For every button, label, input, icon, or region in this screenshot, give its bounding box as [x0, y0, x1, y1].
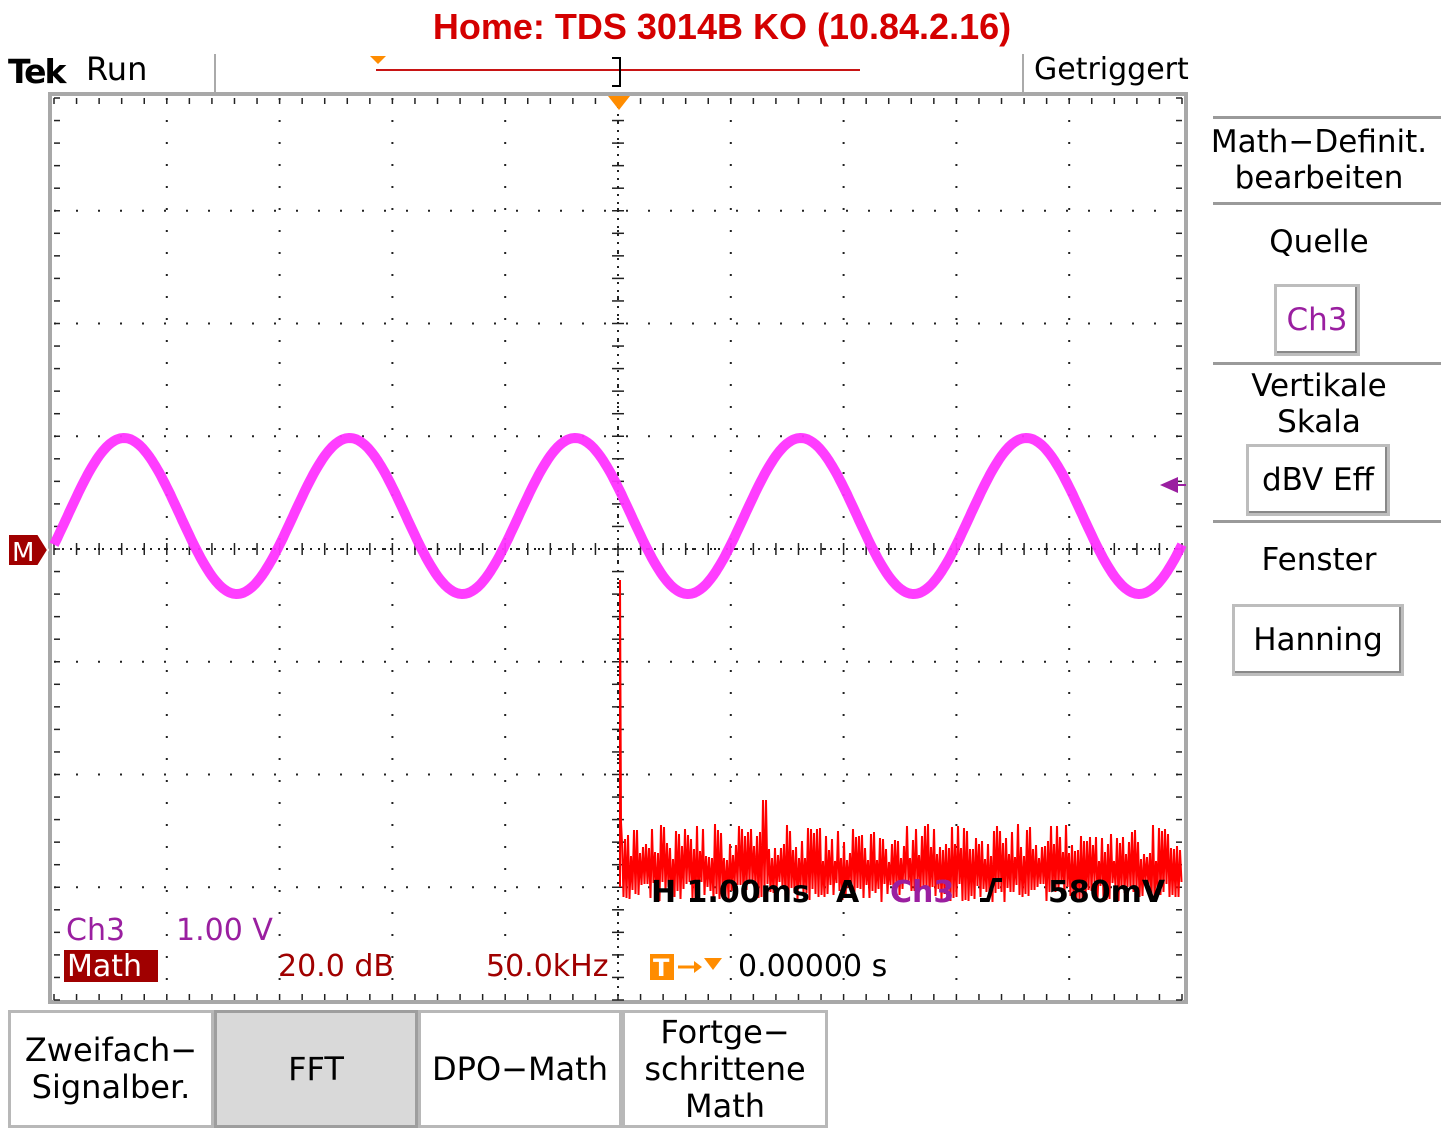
timebase-readout: H 1.00ms [651, 875, 810, 910]
math-scale: 20.0 dB [278, 949, 394, 984]
menu-divider [1213, 116, 1441, 119]
delay-arrow-head [694, 961, 702, 973]
bottom-menu: Zweifach− Signalber. FFT DPO−Math Fortge… [8, 1010, 830, 1132]
math-label-badge [64, 950, 158, 982]
dual-waveform-math-button[interactable]: Zweifach− Signalber. [8, 1010, 214, 1128]
trigger-t-letter: T [653, 954, 670, 982]
dpo-math-button[interactable]: DPO−Math [418, 1010, 622, 1128]
menu-heading-line1: Math−Definit. [1210, 124, 1428, 160]
scope-display[interactable]: H 1.00ms A Ch3 580mV Ch3 1.00 V Math 20.… [48, 92, 1188, 1006]
header-divider-left [214, 54, 216, 92]
menu-heading: Math−Definit. bearbeiten [1188, 124, 1444, 196]
trigger-level-readout: 580mV [1048, 875, 1166, 910]
screen-window-bracket [612, 57, 621, 87]
menu-divider [1213, 520, 1441, 523]
graticule-grid [53, 97, 1183, 1001]
ch3-label: Ch3 [66, 913, 125, 948]
source-button[interactable]: Ch3 [1274, 284, 1360, 356]
record-position-bar [370, 56, 860, 87]
trigger-source-readout: Ch3 [890, 875, 954, 910]
trigger-delay-readout: 0.00000 s [738, 949, 887, 984]
run-status: Run [86, 50, 148, 88]
math-reference-marker: M [7, 533, 50, 568]
side-menu: Math−Definit. bearbeiten Quelle Ch3 Vert… [1188, 110, 1444, 710]
advanced-math-button[interactable]: Fortge− schrittene Math [622, 1010, 828, 1128]
source-label: Quelle [1269, 224, 1369, 260]
trigger-position-marker [370, 56, 386, 64]
menu-divider [1213, 362, 1441, 365]
ch3-scale: 1.00 V [176, 913, 273, 948]
menu-heading-line2: bearbeiten [1234, 160, 1404, 196]
rising-edge-icon [980, 878, 1002, 902]
delay-trigger-marker-icon [704, 958, 722, 970]
tek-logo: Tek [8, 52, 66, 91]
vertical-scale-button[interactable]: dBV Eff [1246, 444, 1390, 516]
trigger-mode-readout: A [836, 875, 860, 910]
math-span: 50.0kHz [486, 949, 608, 984]
window-title: Home: TDS 3014B KO (10.84.2.16) [432, 6, 1012, 47]
trigger-status: Getriggert [1034, 52, 1189, 87]
window-label: Fenster [1261, 542, 1377, 578]
math-label: Math [67, 949, 142, 984]
header-divider-right [1022, 54, 1024, 92]
trigger-level-arrow-icon [1160, 477, 1178, 493]
ch3-waveform [49, 433, 1187, 599]
trigger-point-marker [608, 96, 630, 110]
menu-divider [1213, 202, 1441, 205]
trigger-t-icon [650, 954, 674, 980]
math-marker-label: M [12, 538, 34, 568]
vertical-scale-label: Vertikale Skala [1188, 368, 1444, 440]
math-fft-waveform [619, 579, 1183, 903]
vertical-scale-label-line2: Skala [1277, 404, 1361, 440]
window-button[interactable]: Hanning [1232, 604, 1404, 676]
vertical-scale-label-line1: Vertikale [1251, 368, 1387, 404]
fft-button[interactable]: FFT [214, 1010, 418, 1128]
